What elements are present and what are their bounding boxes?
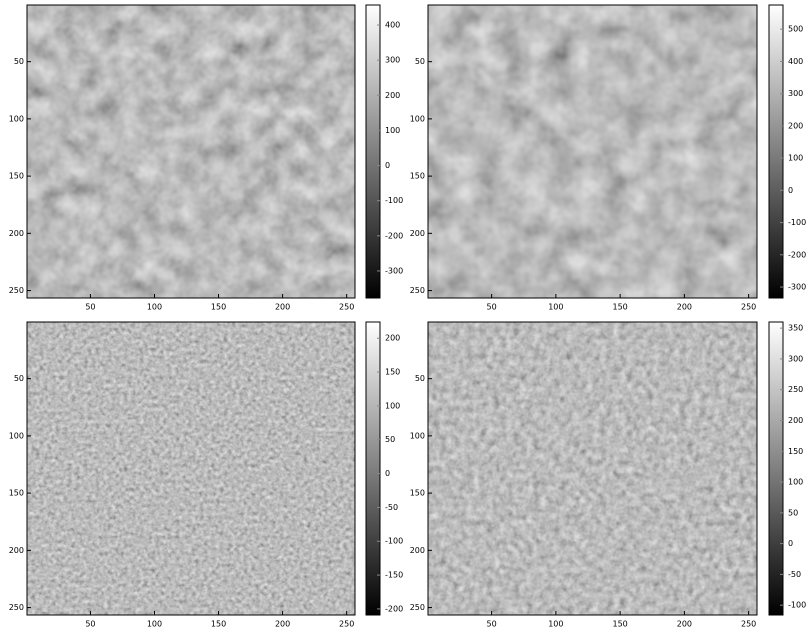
y-tick-label: 50	[14, 374, 24, 383]
colorbar-tick-label: 250	[788, 385, 803, 394]
colorbar	[366, 322, 380, 615]
colorbar-tick-label: -50	[788, 570, 801, 579]
y-tick-label: 200	[410, 229, 425, 238]
colorbar-tick-label: 50	[385, 435, 395, 444]
colorbar-tick-label: 0	[385, 161, 390, 170]
colorbar-tick-label: -50	[385, 503, 398, 512]
y-tick-label: 150	[9, 489, 24, 498]
colorbar-tick-label: 350	[788, 324, 803, 333]
colorbar-tick-label: 400	[385, 21, 400, 30]
colorbar-tick-label: 0	[788, 186, 793, 195]
colorbar-tick-label: 300	[788, 354, 803, 363]
colorbar-tick-label: 0	[385, 469, 390, 478]
x-tick-label: 250	[339, 303, 354, 312]
x-tick-label: 200	[275, 620, 290, 629]
y-tick-label: 50	[14, 57, 24, 66]
y-tick-label: 100	[410, 431, 425, 440]
y-tick-label: 100	[9, 431, 24, 440]
x-tick-label: 100	[147, 620, 162, 629]
y-tick-label: 250	[9, 603, 24, 612]
x-tick-label: 50	[487, 303, 497, 312]
image	[428, 322, 757, 615]
page: {"chart_data": [ {"type": "image", "xlim…	[0, 0, 807, 633]
y-tick-label: 200	[410, 546, 425, 555]
y-tick-label: 250	[410, 286, 425, 295]
y-tick-label: 250	[410, 603, 425, 612]
x-tick-label: 50	[85, 620, 95, 629]
colorbar-tick-label: 400	[788, 57, 803, 66]
colorbar-tick-label: 100	[385, 401, 400, 410]
x-tick-label: 250	[741, 303, 756, 312]
x-tick-label: 200	[275, 303, 290, 312]
colorbar-tick-label: -100	[385, 537, 403, 546]
colorbar-tick-label: 200	[385, 334, 400, 343]
y-tick-label: 250	[9, 286, 24, 295]
y-tick-label: 150	[410, 172, 425, 181]
colorbar-tick-label: -200	[385, 231, 403, 240]
x-tick-label: 150	[612, 303, 627, 312]
colorbar-tick-label: -100	[788, 218, 806, 227]
colorbar-tick-label: 100	[788, 154, 803, 163]
colorbar	[769, 322, 783, 615]
image	[27, 322, 355, 615]
x-tick-label: 100	[147, 303, 162, 312]
figure: 50 100 150 200 250 50 100 150 200 250 400 300 200 100…	[0, 0, 807, 633]
colorbar-tick-label: 200	[385, 91, 400, 100]
x-tick-label: 100	[548, 620, 563, 629]
colorbar-tick-label: 300	[788, 89, 803, 98]
y-tick-label: 100	[9, 114, 24, 123]
y-tick-label: 50	[415, 57, 425, 66]
colorbar	[769, 5, 783, 298]
image	[27, 5, 355, 298]
colorbar-tick-label: -100	[788, 601, 806, 610]
colorbar-tick-label: 100	[788, 478, 803, 487]
colorbar-tick-label: 200	[788, 121, 803, 130]
y-tick-label: 150	[410, 489, 425, 498]
colorbar-tick-label: 100	[385, 126, 400, 135]
colorbar-tick-label: -300	[788, 283, 806, 292]
y-tick-label: 150	[9, 172, 24, 181]
x-tick-label: 150	[612, 620, 627, 629]
x-tick-label: 200	[677, 303, 692, 312]
colorbar-tick-label: 300	[385, 56, 400, 65]
x-tick-label: 50	[85, 303, 95, 312]
x-tick-label: 200	[677, 620, 692, 629]
colorbar-tick-label: -300	[385, 266, 403, 275]
y-tick-label: 200	[9, 546, 24, 555]
image	[428, 5, 757, 298]
colorbar-tick-label: 50	[788, 508, 798, 517]
colorbar-tick-label: 500	[788, 25, 803, 34]
x-tick-label: 50	[487, 620, 497, 629]
y-tick-label: 50	[415, 374, 425, 383]
x-tick-label: 150	[211, 620, 226, 629]
colorbar-tick-label: 200	[788, 416, 803, 425]
colorbar-tick-label: -200	[788, 250, 806, 259]
x-tick-label: 250	[741, 620, 756, 629]
y-tick-label: 100	[410, 114, 425, 123]
colorbar-tick-label: -200	[385, 604, 403, 613]
colorbar	[366, 5, 380, 298]
x-tick-label: 150	[211, 303, 226, 312]
colorbar-tick-label: -100	[385, 196, 403, 205]
y-tick-label: 200	[9, 229, 24, 238]
colorbar-tick-label: 150	[385, 368, 400, 377]
colorbar-tick-label: -150	[385, 571, 403, 580]
colorbar-tick-label: 0	[788, 539, 793, 548]
x-tick-label: 100	[548, 303, 563, 312]
x-tick-label: 250	[339, 620, 354, 629]
colorbar-tick-label: 150	[788, 447, 803, 456]
